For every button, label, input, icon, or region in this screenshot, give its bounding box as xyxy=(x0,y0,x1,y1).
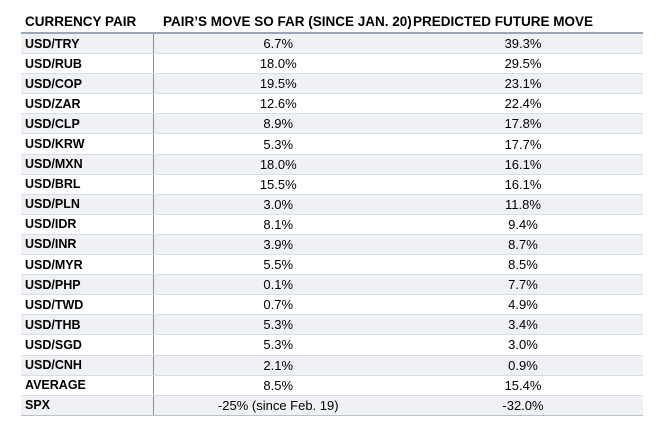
table-row: USD/ZAR 12.6% 22.4% xyxy=(21,93,643,115)
cell-currency-pair: SPX xyxy=(21,395,153,416)
cell-currency-pair: USD/CNH xyxy=(21,355,153,376)
header-row: CURRENCY PAIR PAIR’S MOVE SO FAR (SINCE … xyxy=(21,11,643,34)
table-row: USD/COP 19.5% 23.1% xyxy=(21,73,643,95)
cell-predicted-move: 4.9% xyxy=(403,294,643,316)
cell-currency-pair: USD/MYR xyxy=(21,254,153,276)
table-row: USD/CLP 8.9% 17.8% xyxy=(21,113,643,135)
cell-move-so-far: 2.1% xyxy=(152,355,403,376)
table-row: USD/PHP 0.1% 7.7% xyxy=(21,274,643,296)
cell-predicted-move: 3.0% xyxy=(403,334,643,356)
cell-currency-pair: AVERAGE xyxy=(21,375,153,396)
cell-currency-pair: USD/CLP xyxy=(21,113,153,135)
currency-table: CURRENCY PAIR PAIR’S MOVE SO FAR (SINCE … xyxy=(21,11,643,416)
cell-currency-pair: USD/THB xyxy=(21,314,153,336)
table-body: USD/TRY 6.7% 39.3% USD/RUB 18.0% 29.5% USD/COP… xyxy=(21,33,643,416)
table-row: USD/BRL 15.5% 16.1% xyxy=(21,174,643,195)
cell-move-so-far: 6.7% xyxy=(152,33,403,55)
cell-predicted-move: 3.4% xyxy=(403,314,643,336)
cell-predicted-move: 39.3% xyxy=(403,33,643,55)
cell-move-so-far: 5.3% xyxy=(152,133,403,155)
cell-move-so-far: 3.9% xyxy=(152,234,403,256)
cell-predicted-move: 15.4% xyxy=(403,375,643,396)
table-row: AVERAGE 8.5% 15.4% xyxy=(21,375,643,396)
table-row: USD/THB 5.3% 3.4% xyxy=(21,314,643,336)
cell-currency-pair: USD/TRY xyxy=(21,33,153,55)
cell-predicted-move: 0.9% xyxy=(403,355,643,376)
table-row: SPX -25% (since Feb. 19) -32.0% xyxy=(21,395,643,416)
cell-move-so-far: 18.0% xyxy=(152,53,403,75)
cell-predicted-move: 22.4% xyxy=(403,93,643,115)
cell-currency-pair: USD/PHP xyxy=(21,274,153,296)
cell-move-so-far: 5.3% xyxy=(152,334,403,356)
table-row: USD/CNH 2.1% 0.9% xyxy=(21,355,643,376)
cell-move-so-far: 8.5% xyxy=(152,375,403,396)
cell-move-so-far: 5.5% xyxy=(152,254,403,276)
cell-currency-pair: USD/BRL xyxy=(21,174,153,195)
cell-currency-pair: USD/MXN xyxy=(21,154,153,175)
cell-move-so-far: 15.5% xyxy=(152,174,403,195)
cell-move-so-far: 18.0% xyxy=(152,154,403,175)
cell-predicted-move: 16.1% xyxy=(403,154,643,175)
table-row: USD/TRY 6.7% 39.3% xyxy=(21,33,643,55)
table-row: USD/TWD 0.7% 4.9% xyxy=(21,294,643,316)
cell-predicted-move: 11.8% xyxy=(403,194,643,215)
table-row: USD/RUB 18.0% 29.5% xyxy=(21,53,643,75)
cell-predicted-move: 8.5% xyxy=(403,254,643,276)
table-row: USD/MYR 5.5% 8.5% xyxy=(21,254,643,276)
cell-move-so-far: 8.9% xyxy=(152,113,403,135)
cell-move-so-far: 8.1% xyxy=(152,214,403,235)
table-row: USD/SGD 5.3% 3.0% xyxy=(21,334,643,356)
cell-currency-pair: USD/INR xyxy=(21,234,153,256)
header-move-so-far: PAIR’S MOVE SO FAR (SINCE JAN. 20) xyxy=(153,11,412,34)
cell-move-so-far: 5.3% xyxy=(152,314,403,336)
cell-predicted-move: 16.1% xyxy=(403,174,643,195)
header-predicted-move: PREDICTED FUTURE MOVE xyxy=(403,11,643,34)
cell-predicted-move: 17.7% xyxy=(403,133,643,155)
cell-predicted-move: 9.4% xyxy=(403,214,643,235)
cell-move-so-far: 12.6% xyxy=(152,93,403,115)
cell-predicted-move: 29.5% xyxy=(403,53,643,75)
cell-currency-pair: USD/SGD xyxy=(21,334,153,356)
table-row: USD/PLN 3.0% 11.8% xyxy=(21,194,643,215)
cell-move-so-far: -25% (since Feb. 19) xyxy=(152,395,403,416)
cell-predicted-move: 17.8% xyxy=(403,113,643,135)
cell-currency-pair: USD/KRW xyxy=(21,133,153,155)
cell-move-so-far: 19.5% xyxy=(152,73,403,95)
table-row: USD/IDR 8.1% 9.4% xyxy=(21,214,643,235)
table-header: CURRENCY PAIR PAIR’S MOVE SO FAR (SINCE … xyxy=(21,11,643,34)
cell-currency-pair: USD/RUB xyxy=(21,53,153,75)
cell-predicted-move: 8.7% xyxy=(403,234,643,256)
cell-currency-pair: USD/TWD xyxy=(21,294,153,316)
header-currency-pair: CURRENCY PAIR xyxy=(21,11,153,34)
cell-move-so-far: 3.0% xyxy=(152,194,403,215)
cell-currency-pair: USD/COP xyxy=(21,73,153,95)
table-row: USD/MXN 18.0% 16.1% xyxy=(21,154,643,175)
cell-currency-pair: USD/ZAR xyxy=(21,93,153,115)
table-row: USD/KRW 5.3% 17.7% xyxy=(21,133,643,155)
cell-predicted-move: -32.0% xyxy=(403,395,643,416)
table-row: USD/INR 3.9% 8.7% xyxy=(21,234,643,256)
cell-predicted-move: 23.1% xyxy=(403,73,643,95)
cell-currency-pair: USD/PLN xyxy=(21,194,153,215)
cell-predicted-move: 7.7% xyxy=(403,274,643,296)
cell-move-so-far: 0.1% xyxy=(152,274,403,296)
cell-currency-pair: USD/IDR xyxy=(21,214,153,235)
cell-move-so-far: 0.7% xyxy=(152,294,403,316)
